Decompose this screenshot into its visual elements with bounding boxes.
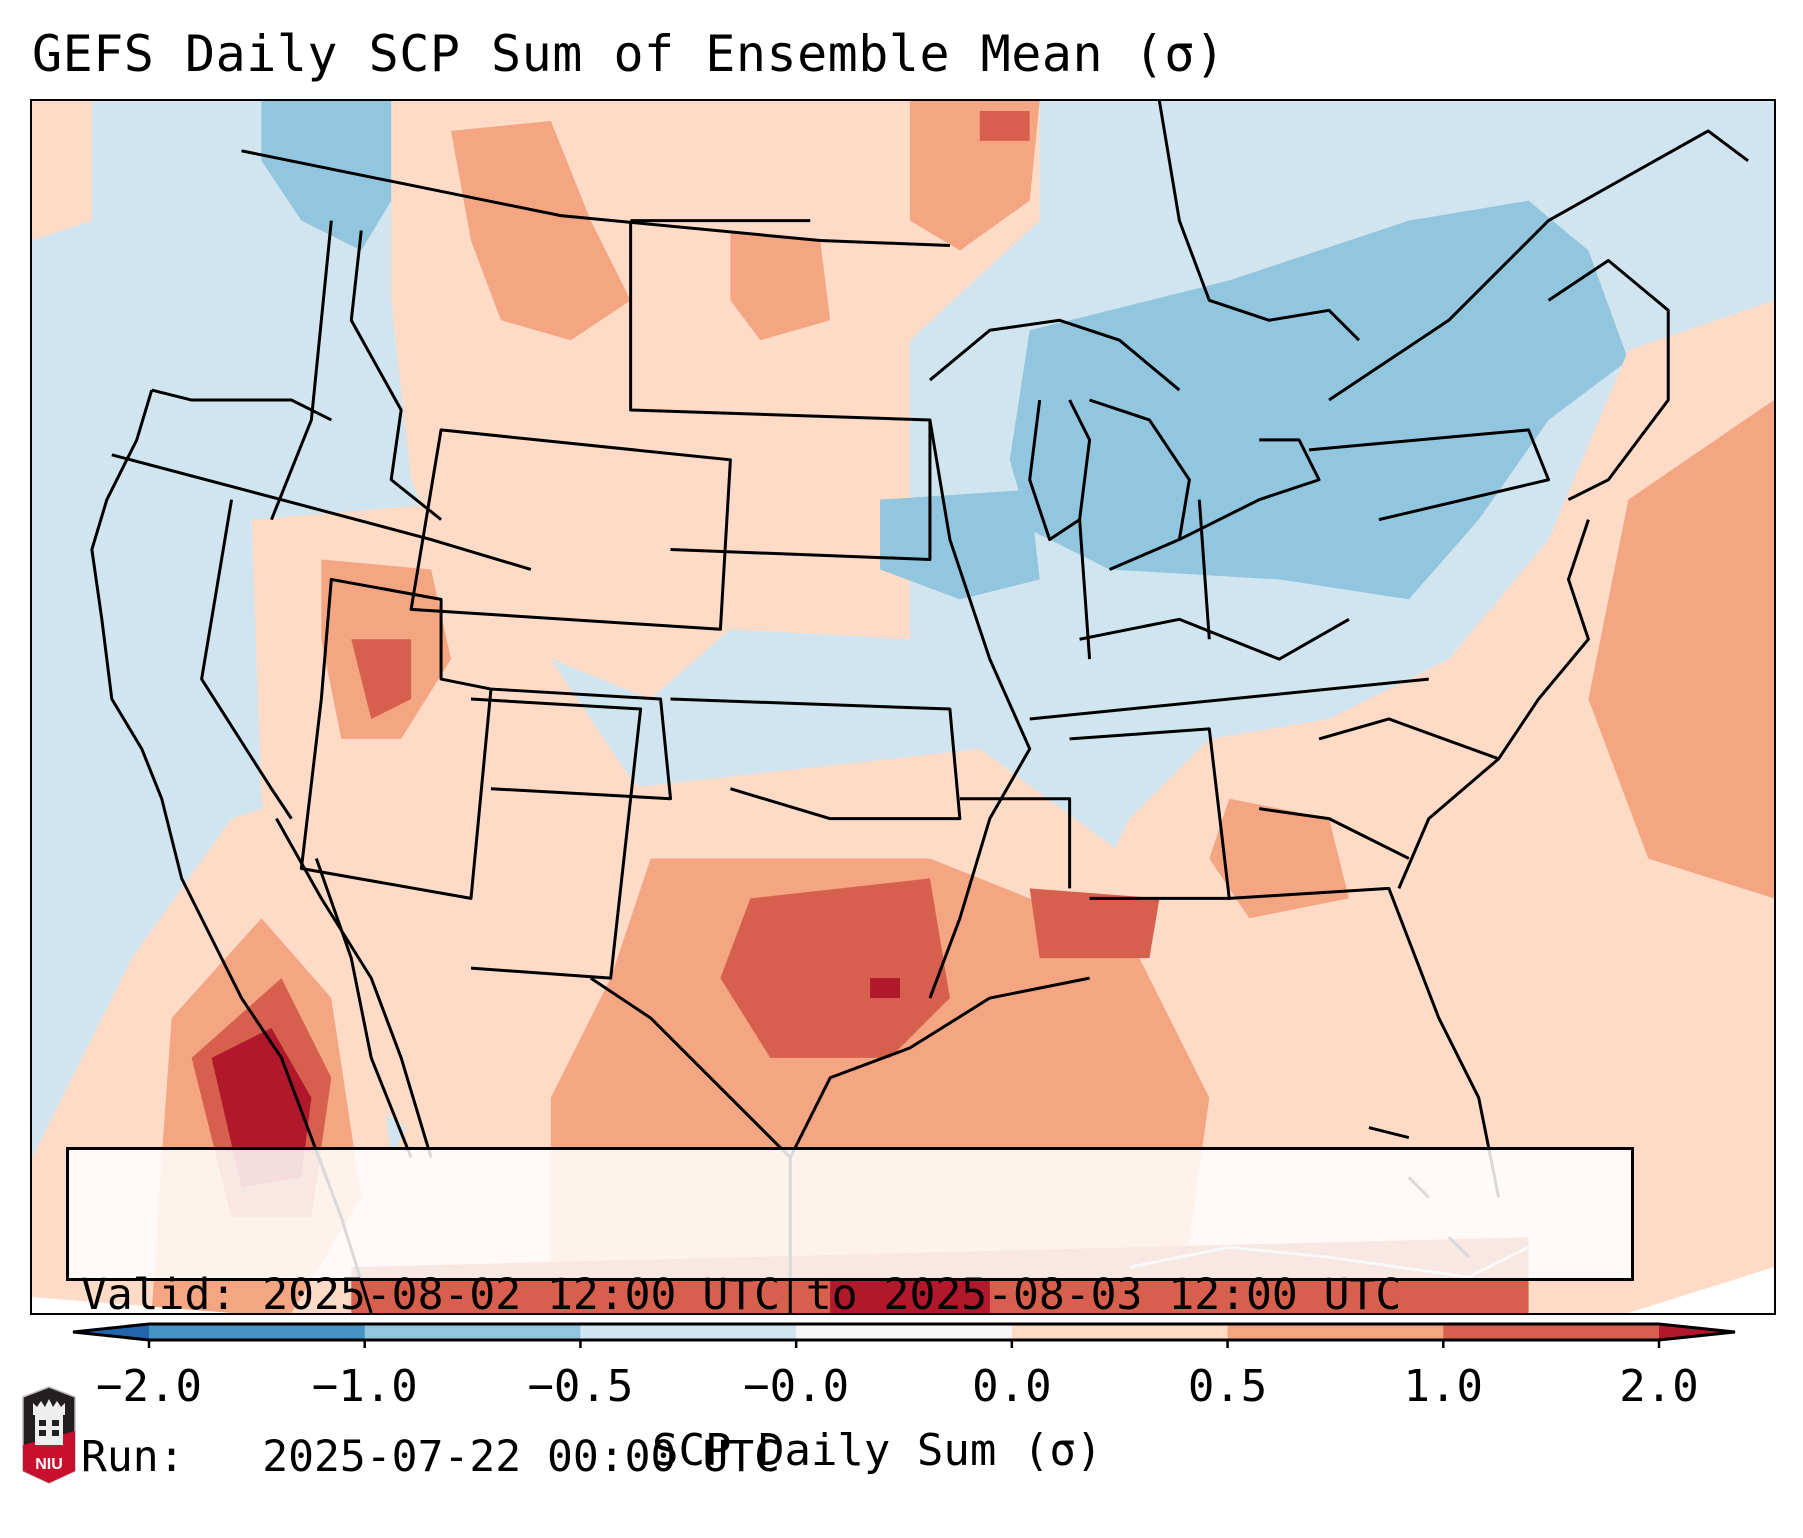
boundary-ks-ok bbox=[670, 697, 962, 821]
colorbar bbox=[72, 1322, 1736, 1348]
field-gulf-strong bbox=[1029, 888, 1160, 959]
colorbar-tick-label: −2.0 bbox=[96, 1361, 202, 1412]
field-great-lakes-negative bbox=[1009, 200, 1629, 600]
field-atlantic-positive bbox=[1049, 300, 1774, 1313]
boundary-quebec-ontario bbox=[1157, 101, 1361, 342]
boundary-oh-in-il bbox=[1078, 499, 1211, 660]
boundary-ky-oh bbox=[1079, 617, 1350, 661]
boundary-lake-michigan bbox=[1028, 399, 1092, 542]
field-caribbean-extreme bbox=[830, 1277, 990, 1313]
validity-info-box: Valid: 2025-08-02 12:00 UTC to 2025-08-0… bbox=[66, 1147, 1634, 1482]
colorbar-segment bbox=[580, 1324, 797, 1340]
boundary-az-nm bbox=[470, 697, 643, 980]
run-line: Run: 2025-07-22 00:00 UTC bbox=[81, 1430, 1619, 1484]
boundary-ut bbox=[299, 577, 493, 900]
colorbar-tick-label: 1.0 bbox=[1403, 1361, 1484, 1412]
valid-value: 2025-08-02 12:00 UTC to 2025-08-03 12:00… bbox=[262, 1270, 1402, 1320]
boundary-sc-nc bbox=[1258, 717, 1500, 860]
colorbar-extend-min bbox=[73, 1324, 149, 1340]
colorbar-tick-label: −0.0 bbox=[743, 1361, 850, 1412]
boundary-texas bbox=[589, 976, 1090, 1160]
boundary-wa-or bbox=[151, 388, 332, 422]
field-dakotas-moderate bbox=[730, 230, 831, 341]
boundary-or-ca-nv-id bbox=[111, 453, 532, 571]
boundary-east-coast bbox=[1397, 519, 1590, 889]
field-canada-prairies-moderate bbox=[451, 120, 631, 341]
boundary-tn-ky bbox=[1029, 677, 1429, 721]
field-texas-strong bbox=[720, 878, 950, 1058]
map-panel bbox=[30, 99, 1776, 1315]
field-pacific-positive bbox=[32, 101, 92, 241]
colorbar-tick-label: 0.0 bbox=[972, 1361, 1052, 1412]
field-texas-extreme bbox=[870, 978, 901, 999]
colorbar-segment bbox=[1443, 1324, 1660, 1340]
colorbar-tick-label: −0.5 bbox=[527, 1361, 634, 1412]
boundary-ar-la bbox=[959, 797, 1072, 889]
scp-field-layer bbox=[32, 101, 1774, 1313]
boundary-pa-ny bbox=[1308, 428, 1551, 522]
valid-label: Valid: bbox=[81, 1270, 237, 1320]
field-bc-negative bbox=[261, 101, 392, 251]
field-georgia-moderate bbox=[1209, 798, 1349, 919]
colorbar-segment bbox=[149, 1324, 366, 1340]
boundary-mt-id bbox=[349, 230, 442, 521]
colorbar-extend-max bbox=[1659, 1324, 1735, 1340]
scp-heatmap bbox=[32, 101, 1774, 1313]
boundary-mississippi-river bbox=[928, 419, 1032, 999]
chart-title: GEFS Daily SCP Sum of Ensemble Mean (σ) bbox=[32, 25, 1226, 83]
boundary-ms-al bbox=[1069, 727, 1231, 900]
field-atlantic-moderate bbox=[1588, 400, 1774, 899]
boundary-wy bbox=[409, 428, 732, 631]
projection-edge-right bbox=[1628, 1267, 1774, 1313]
colorbar-label: SCP Daily Sum (σ) bbox=[652, 1425, 1103, 1476]
boundary-new-england bbox=[1547, 258, 1670, 502]
field-iowa-negative bbox=[880, 489, 1040, 600]
boundary-us-canada-west bbox=[241, 149, 950, 248]
logo-text: NIU bbox=[35, 1456, 63, 1473]
niu-logo: NIU bbox=[22, 1386, 76, 1484]
colorbar-tick-label: 2.0 bbox=[1619, 1361, 1699, 1412]
colorbar-tick-label: −1.0 bbox=[311, 1361, 418, 1412]
boundary-gulf-california bbox=[314, 858, 413, 1159]
boundary-baja-peninsula bbox=[275, 817, 433, 1158]
field-utah-strong bbox=[351, 639, 412, 719]
colorbar-segment bbox=[796, 1324, 1013, 1340]
projection-edge-left bbox=[32, 1297, 232, 1313]
colorbar-segment bbox=[1011, 1324, 1229, 1340]
boundary-ga-fl bbox=[1229, 886, 1501, 1198]
run-label: Run: bbox=[81, 1432, 185, 1482]
valid-line: Valid: 2025-08-02 12:00 UTC to 2025-08-0… bbox=[81, 1268, 1619, 1322]
field-manitoba-strong bbox=[979, 110, 1030, 141]
run-value: 2025-07-22 00:00 UTC bbox=[262, 1432, 780, 1482]
boundary-michigan bbox=[1089, 398, 1191, 571]
boundary-great-lakes-superior bbox=[928, 318, 1181, 392]
boundary-west-coast bbox=[90, 389, 373, 1313]
boundary-lake-erie-ontario bbox=[1178, 438, 1321, 541]
boundary-nv-ca bbox=[200, 499, 293, 820]
colorbar-tick-label: 0.5 bbox=[1187, 1361, 1268, 1412]
boundary-co bbox=[490, 687, 673, 801]
colorbar-segment bbox=[1227, 1324, 1444, 1340]
boundary-id bbox=[270, 220, 333, 521]
colorbar-segment bbox=[364, 1324, 581, 1340]
boundary-st-lawrence bbox=[1328, 129, 1749, 402]
